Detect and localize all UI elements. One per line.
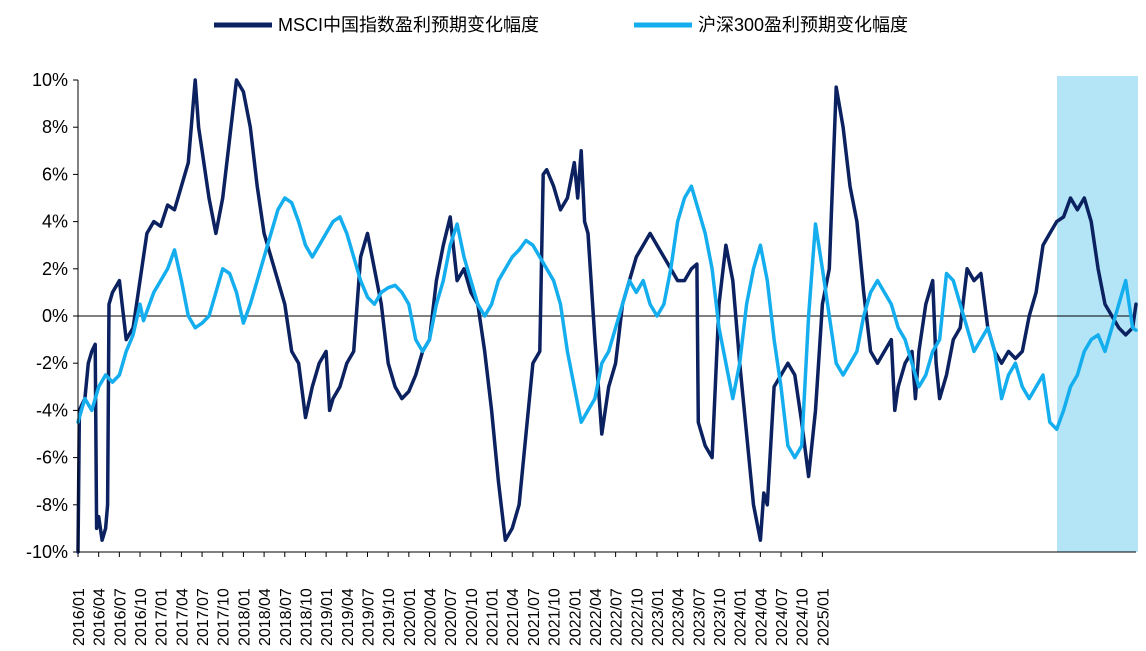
y-axis: -10% -8% -6% -4% -2% 0% 2% 4% 6% 8% 10% xyxy=(26,70,78,562)
x-tick-label: 2018/01 xyxy=(236,588,253,646)
x-tick-label: 2017/01 xyxy=(154,588,171,646)
x-axis: 2016/01 2016/04 2016/07 2016/10 2017/01 2017/… xyxy=(71,552,832,646)
x-tick-label: 2017/10 xyxy=(216,588,233,646)
series-line-csi300 xyxy=(76,184,1138,460)
series-lines xyxy=(76,78,1138,554)
y-tick-label: 8% xyxy=(42,117,68,137)
x-tick-label: 2020/07 xyxy=(443,588,460,646)
x-tick-label: 2020/04 xyxy=(423,588,440,646)
y-tick-label: -2% xyxy=(36,353,68,373)
y-tick-label: 4% xyxy=(42,212,68,232)
x-tick-label: 2016/01 xyxy=(71,588,88,646)
x-tick-label: 2023/10 xyxy=(712,588,729,646)
x-tick-label: 2022/10 xyxy=(629,588,646,646)
x-tick-label: 2019/04 xyxy=(340,588,357,646)
x-tick-label: 2022/04 xyxy=(588,588,605,646)
x-tick-label: 2021/04 xyxy=(505,588,522,646)
y-tick-label: 6% xyxy=(42,164,68,184)
x-tick-label: 2016/04 xyxy=(92,588,109,646)
x-tick-label: 2017/07 xyxy=(195,588,212,646)
x-tick-label: 2019/10 xyxy=(381,588,398,646)
x-tick-label: 2020/10 xyxy=(464,588,481,646)
x-tick-label: 2024/04 xyxy=(753,588,770,646)
x-tick-label: 2021/01 xyxy=(485,588,502,646)
x-tick-label: 2024/01 xyxy=(733,588,750,646)
x-tick-label: 2021/10 xyxy=(547,588,564,646)
x-tick-label: 2025/01 xyxy=(815,588,832,646)
x-tick-label: 2018/04 xyxy=(257,588,274,646)
x-tick-label: 2019/01 xyxy=(319,588,336,646)
legend-label-msci: MSCI中国指数盈利预期变化幅度 xyxy=(278,15,539,35)
x-tick-label: 2019/07 xyxy=(360,588,377,646)
y-tick-label: -4% xyxy=(36,400,68,420)
x-tick-label: 2018/07 xyxy=(278,588,295,646)
highlight-band xyxy=(1057,76,1138,552)
legend: MSCI中国指数盈利预期变化幅度 沪深300盈利预期变化幅度 xyxy=(214,15,908,35)
x-tick-label: 2018/10 xyxy=(298,588,315,646)
x-tick-label: 2022/07 xyxy=(609,588,626,646)
series-line-msci xyxy=(76,78,1138,554)
x-tick-label: 2023/07 xyxy=(691,588,708,646)
x-tick-label: 2017/04 xyxy=(174,588,191,646)
y-tick-label: 2% xyxy=(42,259,68,279)
y-tick-label: 10% xyxy=(32,70,68,90)
y-tick-label: 0% xyxy=(42,306,68,326)
x-tick-label: 2020/01 xyxy=(402,588,419,646)
x-tick-label: 2023/01 xyxy=(650,588,667,646)
y-tick-label: -6% xyxy=(36,448,68,468)
x-tick-label: 2022/01 xyxy=(567,588,584,646)
x-tick-label: 2023/04 xyxy=(671,588,688,646)
x-tick-label: 2024/10 xyxy=(795,588,812,646)
x-tick-label: 2024/07 xyxy=(774,588,791,646)
x-tick-label: 2016/07 xyxy=(112,588,129,646)
y-tick-label: -8% xyxy=(36,495,68,515)
x-tick-label: 2016/10 xyxy=(133,588,150,646)
y-tick-label: -10% xyxy=(26,542,68,562)
x-tick-label: 2021/07 xyxy=(526,588,543,646)
legend-label-csi300: 沪深300盈利预期变化幅度 xyxy=(698,15,908,35)
